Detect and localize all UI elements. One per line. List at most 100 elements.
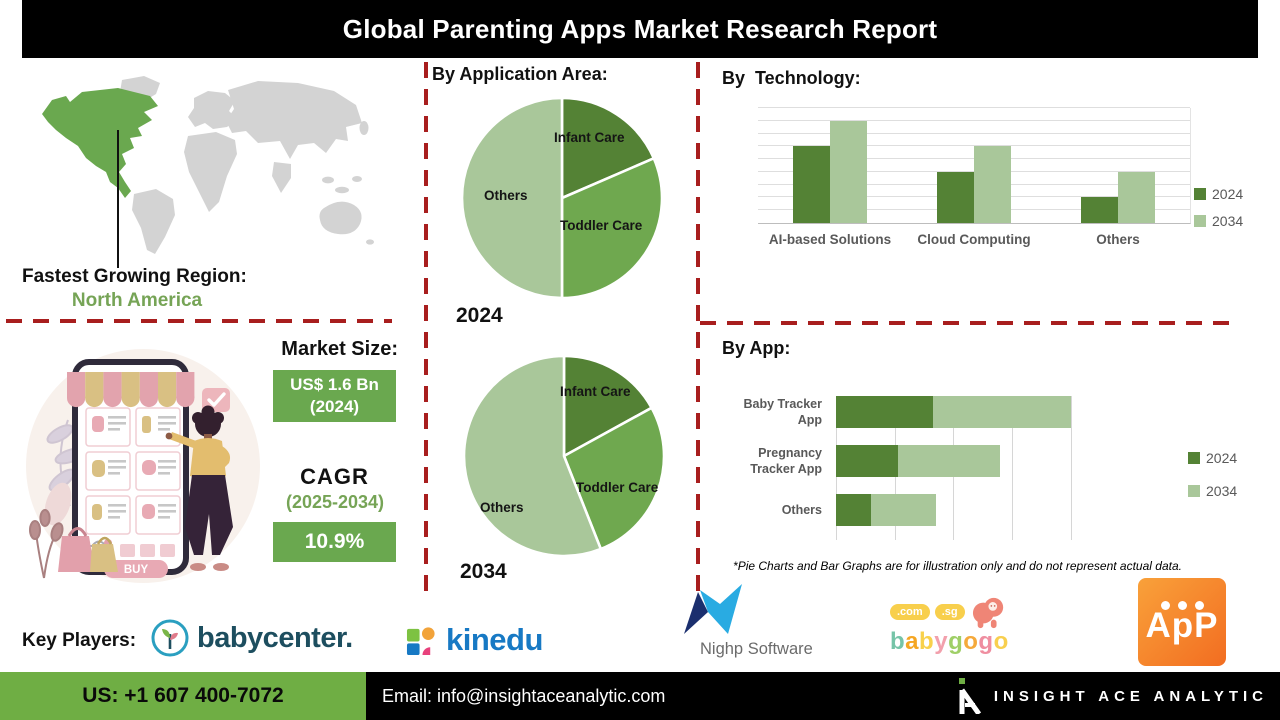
app-logo-dots — [1160, 601, 1204, 610]
pie-2024-caption: 2024 — [456, 304, 503, 327]
footer-phone[interactable]: US: +1 607 400-7072 — [82, 684, 284, 707]
market-size-value-box: US$ 1.6 Bn (2024) — [273, 370, 396, 422]
babycenter-icon — [151, 619, 189, 657]
bar-2024 — [793, 146, 830, 223]
pie-slice-others — [460, 96, 564, 300]
babygogo-sg-badge: .sg — [934, 604, 965, 620]
cagr-value-box: 10.9% — [273, 522, 396, 562]
market-size-label: Market Size: — [281, 338, 398, 360]
pie-slice-infant-care — [562, 354, 653, 458]
legend-entry-2034: 2034 — [1194, 213, 1243, 229]
pie-chart-2034: Infant Care Toddler Care Others — [458, 350, 670, 562]
pie-2024-label-toddler-care: Toddler Care — [560, 218, 643, 233]
bar-segment-2024 — [836, 494, 872, 526]
gridline — [1012, 396, 1014, 540]
bar-2024 — [937, 171, 974, 223]
cagr-label: CAGR — [300, 464, 369, 489]
bar-2034 — [974, 146, 1011, 223]
tech-category-cloud: Cloud Computing — [917, 232, 1031, 247]
footer-brand-text: INSIGHT ACE ANALYTIC — [993, 687, 1268, 705]
bar-group-ai-based-solutions — [758, 108, 902, 223]
gridline — [758, 119, 1190, 121]
logo-babygogo[interactable]: .com .sg babygogo — [890, 596, 1030, 664]
fastest-growing-region: North America — [71, 290, 203, 311]
app-legend: 2024 2034 — [1188, 450, 1237, 499]
map-india — [272, 162, 291, 193]
bar-2034 — [1118, 171, 1155, 223]
bar-segment-2034 — [871, 494, 936, 526]
bar-segment-2024 — [836, 396, 933, 428]
pie-2024-label-infant-care: Infant Care — [554, 130, 625, 145]
legend-label-2034: 2034 — [1212, 213, 1244, 229]
bar-segment-2024 — [836, 445, 898, 477]
babygogo-badges: .com .sg — [890, 596, 1030, 630]
map-africa — [184, 132, 237, 212]
svg-text:BUY: BUY — [124, 564, 149, 576]
fastest-growing-caption: Fastest Growing Region: — [22, 266, 247, 287]
technology-category-labels: AI-based Solutions Cloud Computing Other… — [758, 232, 1190, 247]
pie-2034-label-toddler-care: Toddler Care — [576, 480, 659, 495]
gridline — [758, 107, 1190, 108]
legend-entry-2024: 2024 — [1194, 186, 1243, 202]
divider-dashed-vertical-1 — [424, 62, 428, 592]
app-category-label: Baby Tracker App — [743, 396, 822, 427]
legend-label-2024: 2024 — [1212, 186, 1244, 202]
gridline — [758, 132, 1190, 134]
pie-2024-svg — [460, 96, 664, 300]
pie-2034-label-infant-care: Infant Care — [560, 384, 631, 399]
bar-group-others — [1046, 108, 1190, 223]
pie-slice-infant-care — [560, 96, 656, 200]
nighp-icon — [684, 584, 742, 634]
pie-slice-others — [462, 354, 603, 558]
divider-dashed-left — [6, 319, 392, 323]
gridline — [1070, 396, 1072, 540]
map-europe — [188, 91, 237, 129]
report-title: Global Parenting Apps Market Research Re… — [342, 13, 938, 44]
application-area-heading: By Application Area: — [432, 64, 608, 84]
legend-label-2024: 2024 — [1206, 450, 1238, 466]
bar-2034 — [830, 120, 867, 223]
app-bar-row: Pregnancy Tracker App — [722, 445, 1202, 477]
key-players-label: Key Players: — [22, 630, 137, 651]
nighp-wordmark: Nighp Software — [700, 640, 813, 658]
title-bar: Global Parenting Apps Market Research Re… — [22, 0, 1258, 58]
footer-email[interactable]: Email: info@insightaceanalytic.com — [382, 685, 666, 706]
footer-brand: INSIGHT ACE ANALYTIC — [958, 678, 1280, 714]
divider-dashed-right — [700, 321, 1230, 325]
map-asia — [226, 81, 362, 159]
legend-entry-2034: 2034 — [1188, 483, 1237, 499]
map-north-america — [42, 88, 158, 198]
legend-swatch-2034 — [1194, 215, 1206, 227]
technology-legend: 2024 2034 — [1194, 186, 1243, 229]
stacked-bar — [836, 396, 1071, 428]
logo-nighp-software[interactable]: Nighp Software — [676, 584, 856, 666]
bar-2024 — [1081, 197, 1118, 223]
app-wordmark: ApP — [1145, 606, 1219, 645]
pie-2034-caption: 2034 — [460, 560, 507, 583]
kinedu-wordmark: kinedu — [446, 622, 543, 657]
map-pointer-line — [117, 130, 119, 268]
app-heading: By App: — [722, 338, 791, 358]
legend-entry-2024: 2024 — [1188, 450, 1237, 466]
insight-ace-logo-icon — [958, 678, 981, 714]
technology-bar-chart — [758, 107, 1191, 224]
kinedu-icon — [406, 626, 435, 655]
world-map — [42, 76, 374, 254]
legend-swatch-2024 — [1188, 452, 1200, 464]
bar-segment-2034 — [932, 396, 1071, 428]
cagr-value: 10.9% — [304, 530, 365, 553]
legend-swatch-2024 — [1194, 188, 1206, 200]
babygogo-mascot-icon — [972, 597, 1003, 629]
pie-2024-label-others: Others — [484, 188, 528, 203]
gridline — [758, 145, 1190, 147]
footer-phone-panel: US: +1 607 400-7072 — [0, 672, 366, 720]
app-bar-chart: Baby Tracker App Pregnancy Tracker App Oth… — [722, 396, 1202, 546]
logo-app-store[interactable]: ApP — [1138, 578, 1226, 666]
app-category-label: Others — [781, 502, 822, 517]
tech-category-others: Others — [1096, 232, 1140, 247]
logo-babycenter[interactable]: babycenter. — [150, 618, 353, 658]
legend-swatch-2034 — [1188, 485, 1200, 497]
logo-kinedu[interactable]: kinedu — [406, 622, 543, 658]
legend-label-2034: 2034 — [1206, 483, 1238, 499]
